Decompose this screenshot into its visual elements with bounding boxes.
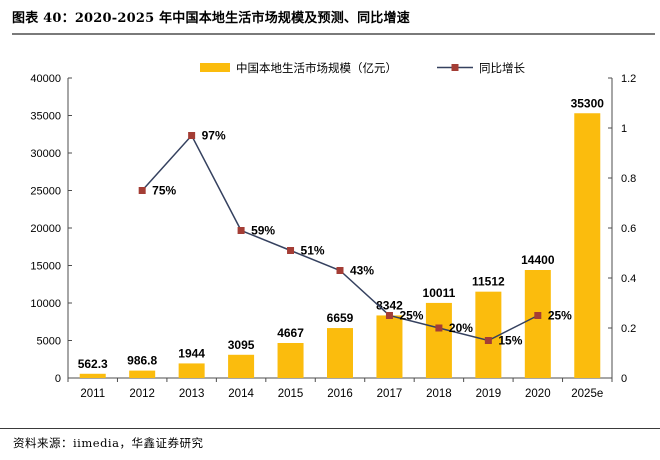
x-axis-tick-label: 2012 [129,388,155,400]
growth-value-label: 15% [498,334,522,348]
x-axis-tick-label: 2014 [228,388,254,400]
y-axis-left-tick-label: 5000 [37,336,61,348]
bar-value-label: 4667 [277,326,304,340]
bar [475,291,502,378]
y-axis-right-tick-label: 0.2 [621,323,636,335]
figure-title: 图表 40：2020-2025 年中国本地生活市场规模及预测、同比增速 [12,7,655,35]
x-axis-tick-label: 2017 [377,388,403,400]
x-axis-tick-label: 2019 [476,388,502,400]
source-note: 资料来源：iimedia，华鑫证券研究 [13,436,204,450]
y-axis-left-tick-label: 15000 [30,261,61,273]
legend-line-label: 同比增长 [479,61,525,75]
growth-marker [534,312,542,319]
growth-value-label: 43% [350,264,374,278]
y-axis-left-tick-label: 0 [55,373,61,385]
legend-bar-swatch [200,63,230,72]
growth-marker [385,312,393,319]
growth-marker [435,324,443,332]
x-axis-tick-label: 2020 [525,388,551,400]
bar [574,113,601,378]
bar-value-label: 6659 [327,311,354,325]
bar [524,270,551,378]
bar-value-label: 14400 [521,253,555,267]
y-axis-right-tick-label: 0.6 [621,223,636,235]
x-axis-tick-label: 2018 [426,388,452,400]
growth-marker [287,247,295,254]
growth-value-label: 20% [449,321,473,335]
bar-value-label: 986.8 [127,354,157,368]
y-axis-left-tick-label: 40000 [30,73,61,85]
growth-marker [484,337,492,344]
bar-value-label: 35300 [571,96,605,110]
source-divider [0,428,660,429]
bar [327,328,353,378]
bar-value-label: 3095 [228,338,255,352]
bar [376,315,403,378]
growth-value-label: 97% [202,129,226,143]
bar [79,373,106,378]
y-axis-left-tick-label: 25000 [30,186,61,198]
y-axis-left-tick-label: 30000 [30,148,61,160]
x-axis-tick-label: 2013 [179,388,205,400]
x-axis-tick-label: 2015 [278,388,304,400]
growth-marker [237,227,245,234]
legend-bar-label: 中国本地生活市场规模（亿元） [236,61,397,75]
growth-value-label: 51% [301,244,325,258]
y-axis-right-tick-label: 0.4 [621,273,636,285]
bar [228,354,255,378]
bar-value-label: 562.3 [78,357,108,371]
bar-value-label: 11512 [472,275,505,289]
bar [425,302,452,378]
bar-value-label: 1944 [178,346,205,360]
growth-marker [138,187,146,194]
bar-value-label: 10011 [423,286,456,300]
x-axis-tick-label: 2025e [571,388,603,400]
growth-value-label: 59% [251,224,275,238]
bar [129,370,156,378]
growth-marker [188,132,196,139]
growth-value-label: 75% [152,184,176,198]
y-axis-right-tick-label: 0.8 [621,173,636,185]
y-axis-left-tick-label: 20000 [30,223,61,235]
y-axis-right-tick-label: 1 [621,123,627,135]
growth-marker [336,267,344,274]
x-axis-tick-label: 2011 [80,388,105,400]
growth-value-label: 25% [548,309,572,323]
bar [277,342,304,378]
growth-value-label: 25% [399,309,423,323]
y-axis-left-tick-label: 10000 [30,298,61,310]
y-axis-right-tick-label: 1.2 [621,73,636,85]
x-axis-tick-label: 2016 [327,388,353,400]
y-axis-right-tick-label: 0 [621,373,627,385]
y-axis-left-tick-label: 35000 [30,111,61,123]
bar [178,363,205,378]
legend-marker-swatch [451,64,459,71]
